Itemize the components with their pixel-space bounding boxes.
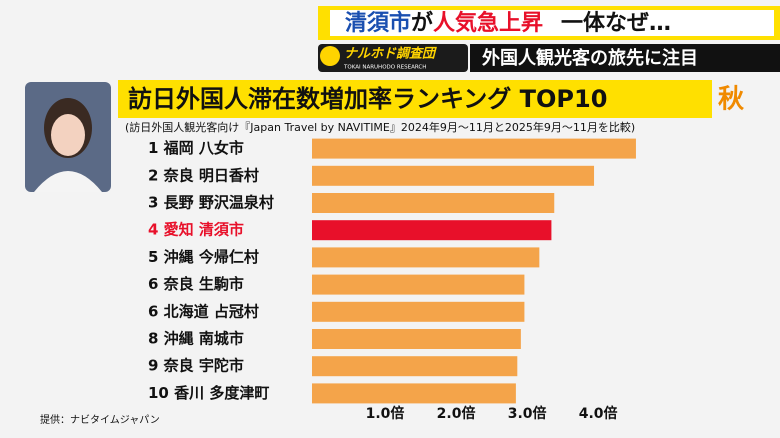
category-label: 10 香川 多度津町 (148, 384, 269, 402)
category-label: 6 奈良 生駒市 (148, 275, 244, 293)
headline-part: 清須市 (345, 10, 411, 36)
category-label: 6 北海道 占冠村 (148, 302, 259, 320)
x-tick-label: 3.0倍 (508, 405, 547, 422)
title-bar (118, 80, 712, 118)
bar (312, 193, 555, 213)
category-label: 2 奈良 明日香村 (148, 166, 259, 184)
logo-box (318, 44, 468, 72)
bar (312, 220, 552, 241)
bar (312, 329, 521, 349)
x-tick-label: 2.0倍 (437, 405, 476, 422)
bar (312, 356, 518, 377)
topic: 外国人観光客の旅先に注目 (482, 47, 698, 69)
category-label: 1 福岡 八女市 (148, 139, 244, 157)
x-tick-label: 1.0倍 (366, 405, 405, 422)
headline: 清須市が人気急上昇 一体なぜ… (345, 10, 671, 36)
headline-box (330, 10, 774, 36)
topic-bar (470, 44, 780, 72)
category-label: 8 沖縄 南城市 (148, 330, 244, 348)
logo-icon (320, 46, 340, 66)
logo-sub: TOKAI NARUHODO RESEARCH (343, 65, 426, 71)
headline-part: が (411, 10, 433, 36)
chart-title: 訪日外国人滞在数増加率ランキング TOP10 (128, 85, 607, 113)
headline-part: 人気急上昇 (433, 10, 543, 36)
source: 提供：ナビタイムジャパン (40, 413, 160, 426)
bar (312, 301, 525, 322)
subtitle: (訪日外国人観光客向け『Japan Travel by NAVITIME』202… (125, 120, 635, 134)
category-label: 4 愛知 清須市 (148, 221, 244, 239)
presenter-photo (25, 82, 111, 192)
x-tick-label: 4.0倍 (579, 405, 618, 422)
bar (312, 247, 540, 268)
season: 秋 (718, 85, 745, 115)
bar (312, 165, 595, 186)
logo: ナルホド調査団 (344, 46, 437, 62)
bar (312, 274, 525, 295)
category-label: 9 奈良 宇陀市 (148, 357, 244, 375)
headline-part: 一体なぜ… (561, 11, 671, 36)
bar (312, 138, 636, 159)
bar (312, 383, 516, 404)
category-label: 3 長野 野沢温泉村 (148, 194, 274, 212)
category-label: 5 沖縄 今帰仁村 (148, 248, 259, 266)
